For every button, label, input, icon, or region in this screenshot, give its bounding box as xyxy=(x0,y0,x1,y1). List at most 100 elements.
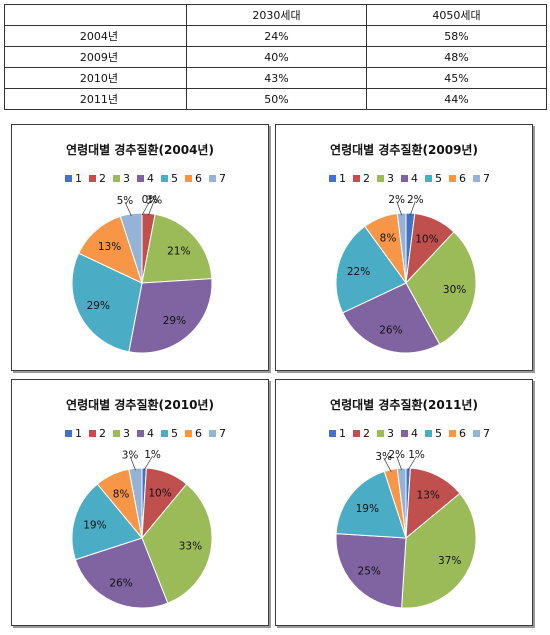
table-year-cell: 2010년 xyxy=(4,67,187,89)
leader-line xyxy=(383,457,392,472)
legend-swatch xyxy=(89,430,96,437)
data-label: 10% xyxy=(148,487,171,499)
leader-line xyxy=(396,456,403,471)
legend-label: 4 xyxy=(411,427,418,440)
chart-legend: 1 2 3 4 5 6 7 xyxy=(12,172,268,186)
pie-svg: 1% 10% 33% 26% 19% 8% 3% xyxy=(71,449,213,609)
legend-item: 5 xyxy=(161,172,178,185)
legend-swatch xyxy=(113,430,120,437)
legend-swatch xyxy=(329,175,336,182)
table-header-cell xyxy=(4,4,187,26)
legend-label: 6 xyxy=(195,172,202,185)
legend-item: 4 xyxy=(401,427,418,440)
data-label: 25% xyxy=(358,565,381,577)
legend-label: 1 xyxy=(75,172,82,185)
legend-label: 5 xyxy=(171,172,178,185)
legend-label: 5 xyxy=(435,172,442,185)
legend-swatch xyxy=(65,175,72,182)
data-label: 26% xyxy=(379,325,402,337)
legend-label: 4 xyxy=(411,172,418,185)
pie-slice xyxy=(335,533,407,609)
legend-swatch xyxy=(473,430,480,437)
table-cell: 48% xyxy=(366,46,547,68)
legend-item: 6 xyxy=(449,427,466,440)
legend-item: 1 xyxy=(65,427,82,440)
pie-slice xyxy=(141,483,213,604)
legend-swatch xyxy=(401,175,408,182)
legend-swatch xyxy=(473,175,480,182)
legend-label: 7 xyxy=(483,172,490,185)
legend-item: 3 xyxy=(377,172,394,185)
legend-item: 5 xyxy=(425,427,442,440)
legend-item: 4 xyxy=(137,172,154,185)
pie-slice xyxy=(401,492,477,609)
data-label: 2% xyxy=(407,194,424,206)
data-label: 0% xyxy=(142,194,159,206)
legend-label: 7 xyxy=(219,172,226,185)
table-cell: 50% xyxy=(186,88,367,110)
leader-line xyxy=(396,201,403,216)
data-label: 29% xyxy=(163,315,186,327)
data-label: 26% xyxy=(109,577,132,589)
pie-svg: 2% 10% 30% 26% 22% 8% 2% xyxy=(335,194,477,354)
legend-label: 6 xyxy=(195,427,202,440)
legend-label: 1 xyxy=(339,172,346,185)
legend-swatch xyxy=(329,430,336,437)
legend-item: 5 xyxy=(425,172,442,185)
data-label: 33% xyxy=(179,541,202,553)
leader-line xyxy=(129,456,136,471)
table-row: 2004년 24% 58% xyxy=(4,25,547,47)
data-label: 30% xyxy=(443,284,466,296)
data-label: 13% xyxy=(417,489,440,501)
legend-item: 6 xyxy=(185,172,202,185)
legend-swatch xyxy=(353,430,360,437)
leader-line xyxy=(143,455,153,471)
pie-slice xyxy=(341,282,441,354)
pie-slice xyxy=(141,213,213,284)
data-label: 5% xyxy=(117,195,134,207)
data-label: 10% xyxy=(415,234,438,246)
legend-label: 7 xyxy=(219,427,226,440)
pie-chart-2009: 연령대별 경추질환(2009년) 1 2 3 4 5 6 7 2% 10% 30% 26% 22% 8… xyxy=(275,124,533,371)
data-label: 8% xyxy=(380,232,397,244)
legend-swatch xyxy=(209,430,216,437)
pie-slice xyxy=(405,231,477,346)
legend-item: 1 xyxy=(65,172,82,185)
chart-title: 연령대별 경추질환(2010년) xyxy=(66,398,214,412)
chart-legend: 1 2 3 4 5 6 7 xyxy=(12,427,268,441)
data-label: 3% xyxy=(146,194,163,206)
legend-label: 7 xyxy=(483,427,490,440)
pie-slice xyxy=(396,212,407,284)
legend-swatch xyxy=(401,430,408,437)
data-label: 22% xyxy=(347,266,370,278)
data-label: 13% xyxy=(98,241,121,253)
legend-item: 3 xyxy=(113,172,130,185)
table-year-cell: 2009년 xyxy=(4,46,187,68)
legend-label: 2 xyxy=(363,427,370,440)
legend-label: 2 xyxy=(99,427,106,440)
legend-item: 7 xyxy=(473,427,490,440)
chart-title: 연령대별 경추질환(2009년) xyxy=(330,143,478,157)
chart-title: 연령대별 경추질환(2011년) xyxy=(330,398,478,412)
pie-svg: 0%3% 21% 29% 29% 13% 5% xyxy=(71,194,213,354)
legend-label: 3 xyxy=(387,427,394,440)
pie-slice xyxy=(71,483,143,561)
pie-slice xyxy=(128,278,213,354)
legend-item: 5 xyxy=(161,427,178,440)
table-cell: 40% xyxy=(186,46,367,68)
data-label: 3% xyxy=(375,451,392,463)
legend-item: 1 xyxy=(329,427,346,440)
data-label: 19% xyxy=(83,519,106,531)
legend-item: 2 xyxy=(89,427,106,440)
pie-svg: 1% 13% 37% 25% 19% 3%2% xyxy=(335,449,477,609)
legend-swatch xyxy=(161,175,168,182)
data-label: 1% xyxy=(408,449,425,461)
leader-line xyxy=(409,201,416,216)
pie-slice xyxy=(335,225,407,314)
leader-line xyxy=(407,455,417,471)
chart-legend: 1 2 3 4 5 6 7 xyxy=(276,427,532,441)
table-row: 2011년 50% 44% xyxy=(4,88,547,110)
legend-label: 2 xyxy=(363,172,370,185)
legend-swatch xyxy=(185,175,192,182)
